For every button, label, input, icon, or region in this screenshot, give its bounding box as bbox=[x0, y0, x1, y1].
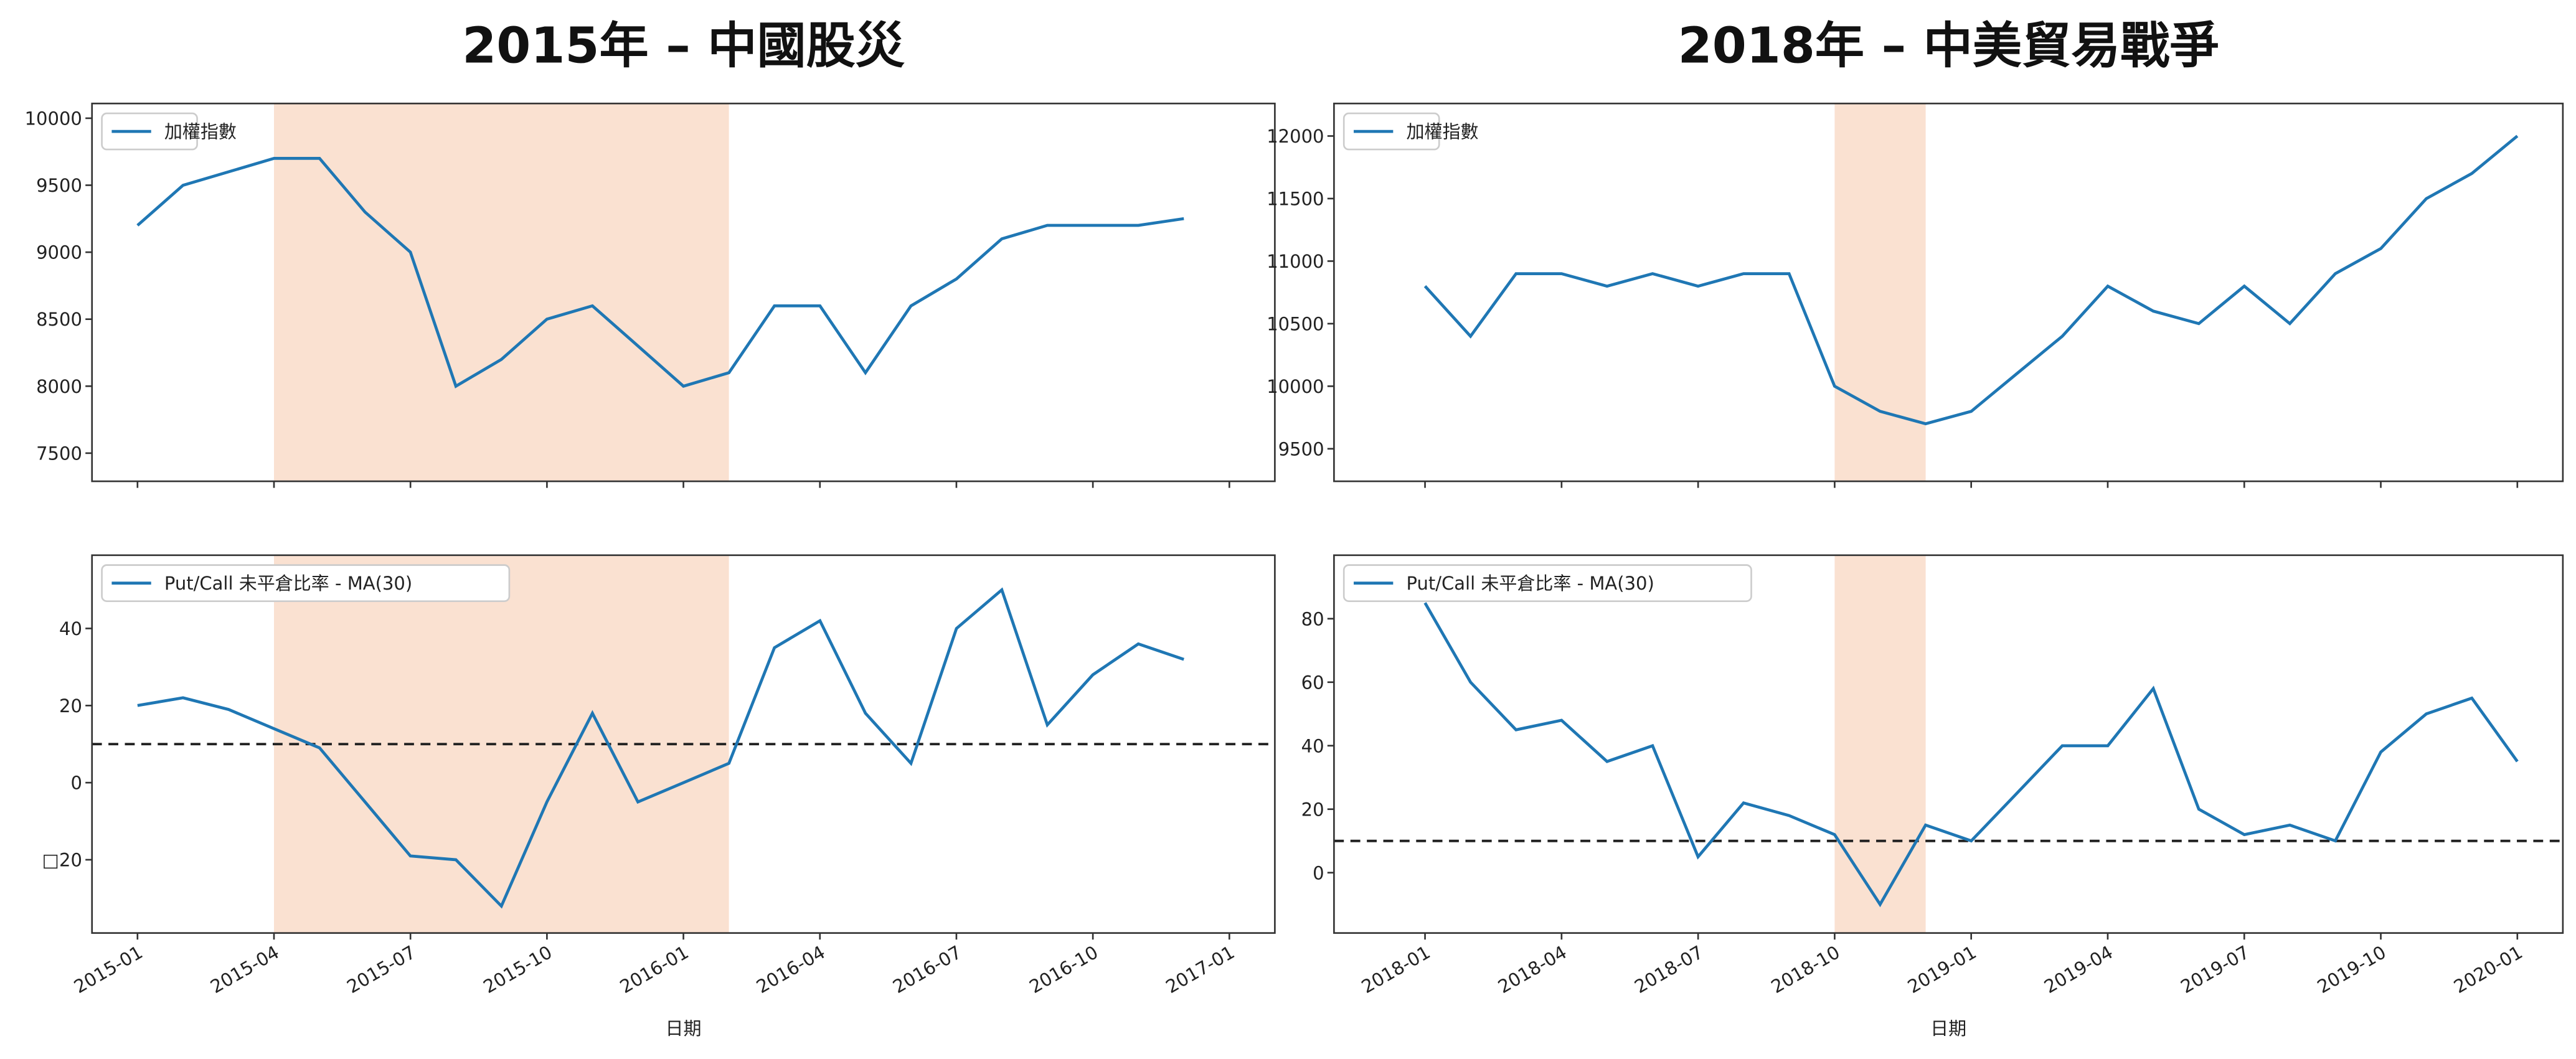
x-tick-label: 2018-10 bbox=[1767, 941, 1843, 997]
y-tick-label: 12000 bbox=[1267, 126, 1324, 147]
y-tick-label: 8000 bbox=[36, 376, 82, 397]
y-tick-label: 11500 bbox=[1267, 188, 1324, 209]
x-tick-label: 2016-07 bbox=[889, 941, 965, 997]
series-line bbox=[1423, 134, 2519, 426]
plot-frame bbox=[1333, 554, 2564, 934]
legend-box bbox=[1342, 564, 1752, 602]
x-tick-label: 2017-01 bbox=[1162, 941, 1238, 997]
highlight-span bbox=[274, 103, 729, 482]
x-tick-label: 2018-01 bbox=[1358, 941, 1434, 997]
y-tick-label: 9500 bbox=[1278, 438, 1324, 459]
y-tick-label: 80 bbox=[1301, 608, 1324, 629]
x-tick-label: 2015-01 bbox=[70, 941, 146, 997]
series-line bbox=[136, 156, 1184, 388]
y-tick-label: 10000 bbox=[25, 108, 82, 129]
x-tick-label: 2015-10 bbox=[479, 941, 555, 997]
x-tick-label: 2015-07 bbox=[343, 941, 419, 997]
y-tick-label: 60 bbox=[1301, 672, 1324, 693]
y-tick-label: 7500 bbox=[36, 443, 82, 464]
series-line bbox=[137, 587, 1184, 909]
x-tick-label: 2015-04 bbox=[207, 941, 283, 997]
y-tick-label: 20 bbox=[1301, 799, 1324, 820]
y-tick-label: 0 bbox=[1313, 862, 1324, 883]
plot-frame bbox=[91, 102, 1276, 482]
y-tick-label: 9000 bbox=[36, 242, 82, 263]
legend-label: Put/Call 未平倉比率 - MA(30) bbox=[164, 573, 412, 594]
y-tick-label: 10500 bbox=[1267, 313, 1324, 334]
y-tick-label: 40 bbox=[59, 618, 82, 639]
series-line bbox=[1423, 602, 2519, 908]
y-tick-label: 8500 bbox=[36, 309, 82, 330]
plot-frame bbox=[91, 554, 1276, 934]
y-tick-label: 11000 bbox=[1267, 251, 1324, 272]
x-axis-label: 日期 bbox=[1930, 1018, 1966, 1039]
legend-label: 加權指數 bbox=[1406, 121, 1478, 143]
highlight-span bbox=[1834, 555, 1926, 933]
legend-label: 加權指數 bbox=[164, 121, 237, 143]
y-tick-label: 40 bbox=[1301, 735, 1324, 756]
x-axis-label: 日期 bbox=[666, 1018, 702, 1039]
legend-box bbox=[101, 564, 511, 602]
y-tick-label: 9500 bbox=[36, 175, 82, 196]
x-tick-label: 2019-01 bbox=[1904, 941, 1980, 997]
x-tick-label: 2018-04 bbox=[1494, 941, 1570, 997]
x-tick-label: 2016-01 bbox=[616, 941, 692, 997]
highlight-span bbox=[1834, 103, 1926, 482]
x-tick-label: 2016-04 bbox=[753, 941, 829, 997]
y-tick-label: 10000 bbox=[1267, 376, 1324, 397]
chart-title: 2015年 – 中國股災 bbox=[462, 17, 905, 74]
chart-title: 2018年 – 中美貿易戰爭 bbox=[1678, 17, 2219, 74]
y-tick-label: □20 bbox=[42, 850, 82, 871]
x-tick-label: 2019-04 bbox=[2041, 941, 2116, 997]
x-tick-label: 2018-07 bbox=[1631, 941, 1707, 997]
y-tick-label: 20 bbox=[59, 695, 82, 717]
plot-frame bbox=[1333, 102, 2564, 482]
y-tick-label: 0 bbox=[70, 773, 82, 794]
legend-label: Put/Call 未平倉比率 - MA(30) bbox=[1406, 573, 1654, 594]
x-tick-label: 2019-10 bbox=[2314, 941, 2390, 997]
x-tick-label: 2020-01 bbox=[2450, 941, 2526, 997]
x-tick-label: 2016-10 bbox=[1026, 941, 1102, 997]
x-tick-label: 2019-07 bbox=[2177, 941, 2253, 997]
